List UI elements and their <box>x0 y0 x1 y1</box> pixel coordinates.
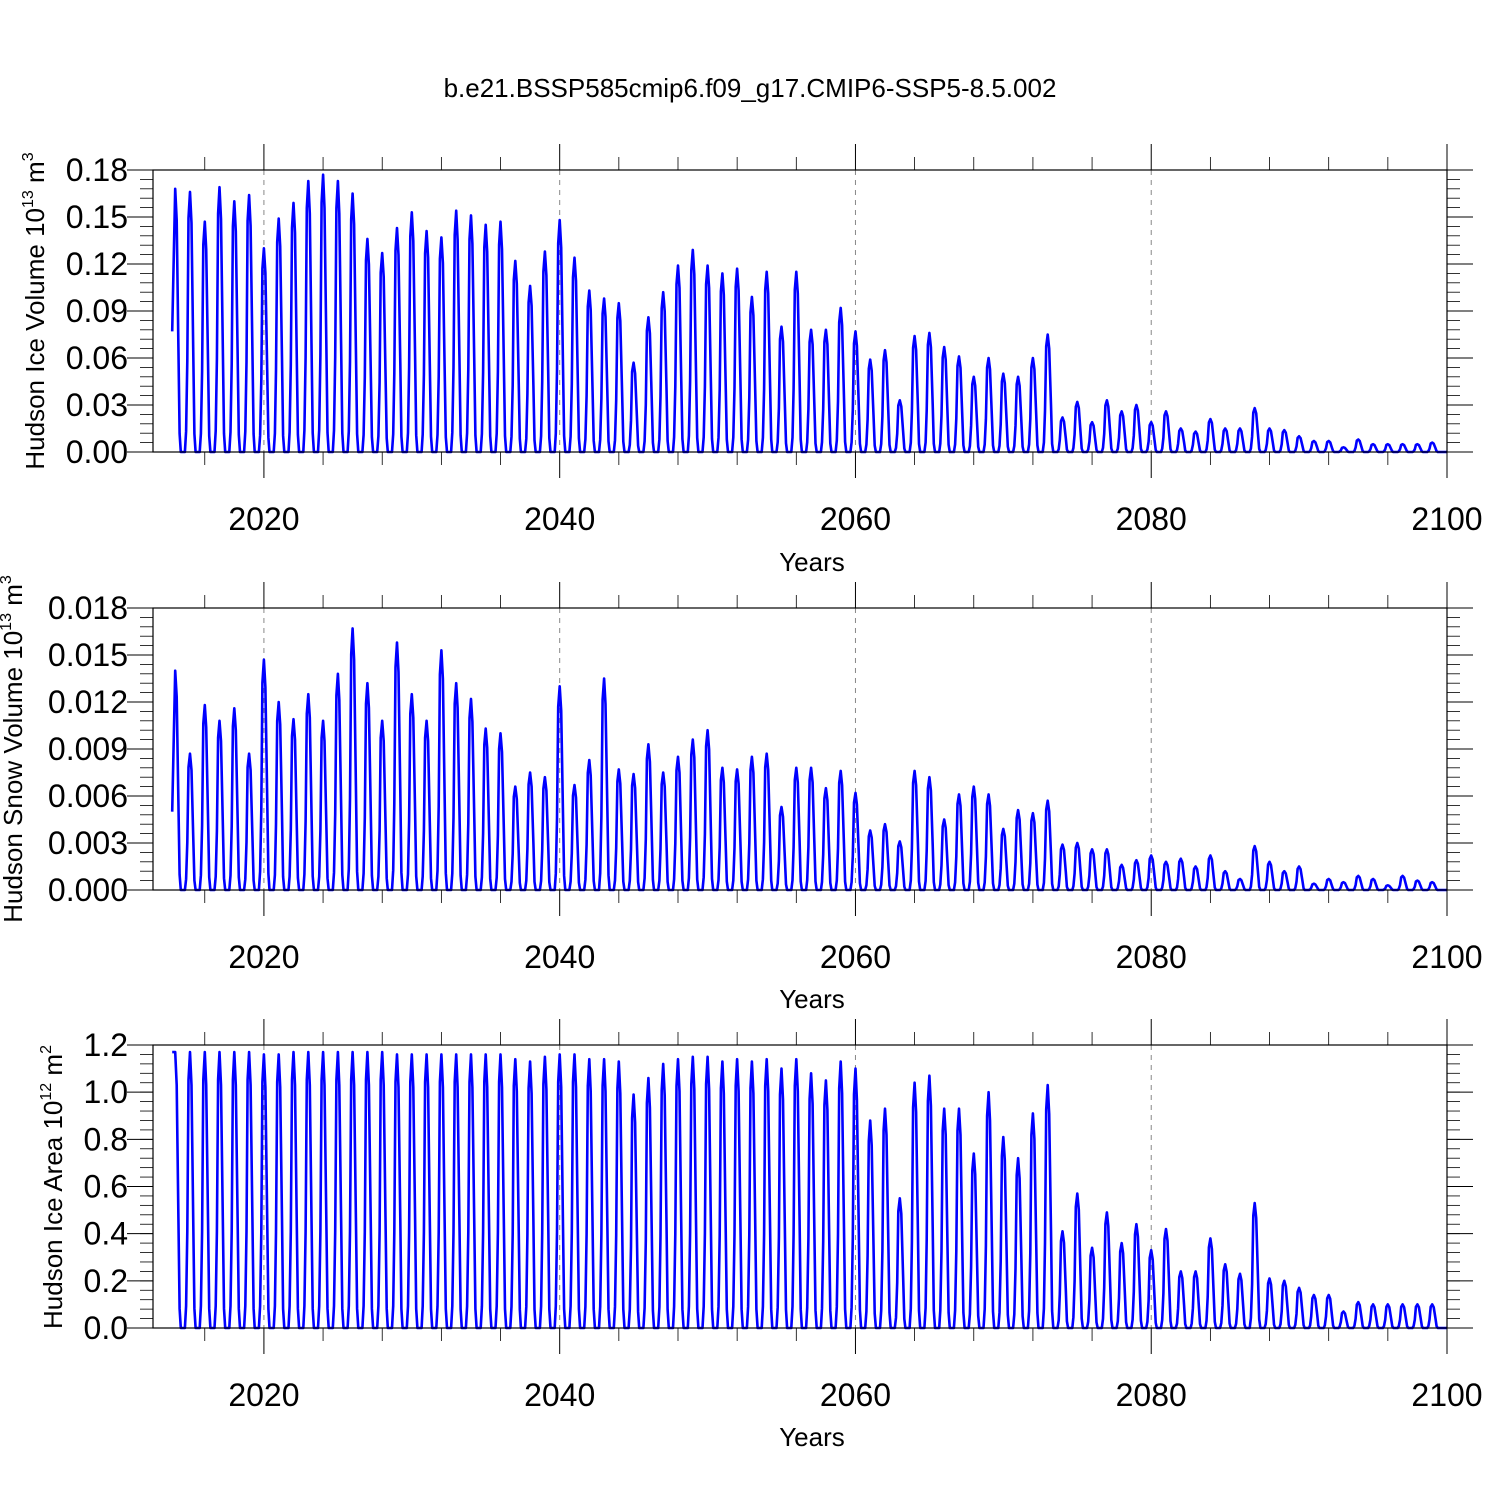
y-tick-label-snow-volume-6: 0.018 <box>48 590 128 626</box>
y-tick-label-ice-volume-2: 0.06 <box>66 340 128 376</box>
ylabel-snow-volume: Hudson Snow Volume 1013 m3 <box>0 575 28 923</box>
y-tick-label-ice-volume-1: 0.03 <box>66 387 128 423</box>
y-tick-label-ice-area-4: 0.8 <box>84 1121 128 1157</box>
ylabel-ice-volume-unit-exp: 3 <box>20 152 37 161</box>
x-tick-label-ice-volume-2100: 2100 <box>1411 501 1482 537</box>
xlabel-ice-volume: Years <box>779 547 845 577</box>
y-tick-label-ice-volume-3: 0.09 <box>66 293 128 329</box>
series-line-ice-volume <box>170 173 1447 454</box>
y-tick-label-ice-volume-0: 0.00 <box>66 434 128 470</box>
x-tick-label-ice-area-2020: 2020 <box>228 1377 299 1413</box>
ylabel-ice-volume-suffix: m <box>20 161 50 190</box>
y-tick-label-ice-volume-5: 0.15 <box>66 199 128 235</box>
panel-ice-volume: Hudson Ice Volume 1013 m3 Years 0.00 0.03… <box>20 144 1483 577</box>
ylabel-ice-area-suffix: m <box>38 1054 68 1083</box>
y-tick-label-snow-volume-5: 0.015 <box>48 637 128 673</box>
ylabel-snow-volume-unit-exp: 3 <box>0 575 15 584</box>
x-tick-label-ice-area-2040: 2040 <box>524 1377 595 1413</box>
x-tick-label-snow-volume-2060: 2060 <box>820 939 891 975</box>
y-tick-label-snow-volume-3: 0.009 <box>48 731 128 767</box>
ylabel-ice-volume: Hudson Ice Volume 1013 m3 <box>20 152 50 469</box>
y-tick-label-ice-area-1: 0.2 <box>84 1263 128 1299</box>
ylabel-ice-area-exp: 12 <box>38 1083 55 1101</box>
ylabel-snow-volume-exp: 13 <box>0 613 15 631</box>
panel-ice-area: Hudson Ice Area 1012 m2 Years 0.0 0.2 0.4 0… <box>38 1019 1483 1452</box>
x-tick-label-ice-volume-2080: 2080 <box>1116 501 1187 537</box>
ylabel-ice-area-unit-exp: 2 <box>38 1045 55 1054</box>
y-tick-label-ice-area-6: 1.2 <box>84 1027 128 1063</box>
x-tick-label-snow-volume-2040: 2040 <box>524 939 595 975</box>
ylabel-snow-volume-prefix: Hudson Snow Volume 10 <box>0 631 28 923</box>
x-tick-label-ice-volume-2060: 2060 <box>820 501 891 537</box>
x-tick-label-ice-area-2100: 2100 <box>1411 1377 1482 1413</box>
y-tick-label-ice-volume-6: 0.18 <box>66 152 128 188</box>
xlabel-snow-volume: Years <box>779 984 845 1014</box>
y-tick-label-ice-area-3: 0.6 <box>84 1169 128 1205</box>
x-tick-label-snow-volume-2080: 2080 <box>1116 939 1187 975</box>
panel-snow-volume: Hudson Snow Volume 1013 m3 Years 0.000 0.… <box>0 575 1483 1014</box>
ylabel-ice-area: Hudson Ice Area 1012 m2 <box>38 1045 68 1329</box>
x-tick-label-snow-volume-2100: 2100 <box>1411 939 1482 975</box>
y-tick-label-ice-volume-4: 0.12 <box>66 246 128 282</box>
x-tick-label-ice-area-2060: 2060 <box>820 1377 891 1413</box>
y-tick-label-snow-volume-4: 0.012 <box>48 684 128 720</box>
y-tick-label-snow-volume-2: 0.006 <box>48 778 128 814</box>
ylabel-ice-volume-prefix: Hudson Ice Volume 10 <box>20 208 50 470</box>
y-tick-label-snow-volume-0: 0.000 <box>48 872 128 908</box>
y-tick-label-snow-volume-1: 0.003 <box>48 825 128 861</box>
y-tick-label-ice-area-0: 0.0 <box>84 1310 128 1346</box>
xlabel-ice-area: Years <box>779 1422 845 1452</box>
ylabel-ice-area-prefix: Hudson Ice Area 10 <box>38 1101 68 1329</box>
series-line-ice-area <box>172 1050 1447 1330</box>
y-tick-label-ice-area-2: 0.4 <box>84 1216 128 1252</box>
ylabel-ice-volume-exp: 13 <box>20 190 37 208</box>
figure-title: b.e21.BSSP585cmip6.f09_g17.CMIP6-SSP5-8.… <box>444 73 1057 103</box>
x-tick-label-ice-volume-2040: 2040 <box>524 501 595 537</box>
x-tick-label-snow-volume-2020: 2020 <box>228 939 299 975</box>
x-tick-label-ice-volume-2020: 2020 <box>228 501 299 537</box>
ylabel-snow-volume-suffix: m <box>0 584 28 613</box>
y-tick-label-ice-area-5: 1.0 <box>84 1074 128 1110</box>
x-tick-label-ice-area-2080: 2080 <box>1116 1377 1187 1413</box>
series-line-snow-volume <box>170 627 1447 892</box>
